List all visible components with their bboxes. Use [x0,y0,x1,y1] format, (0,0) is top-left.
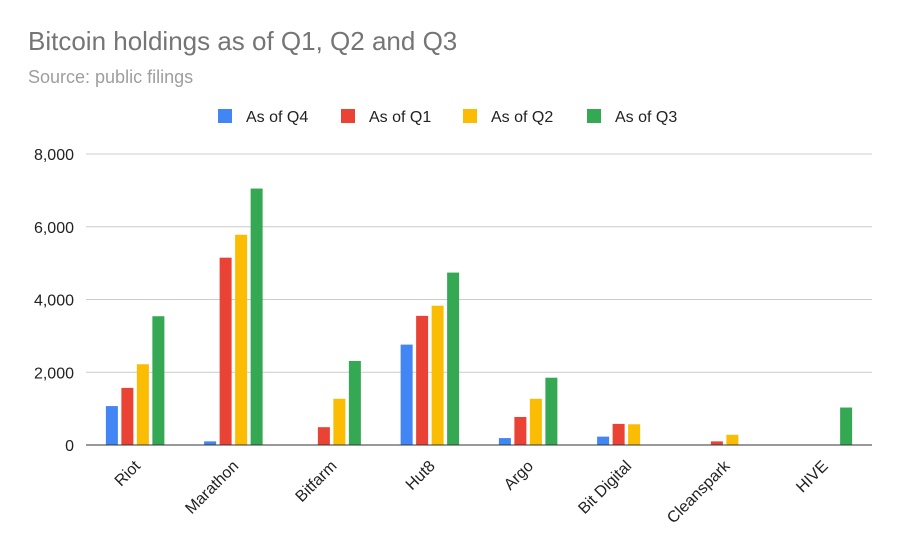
bar [514,416,527,445]
y-tick-label: 4,000 [34,293,74,310]
legend-label: As of Q1 [369,109,431,126]
bar [136,364,149,445]
bar [612,423,625,445]
x-tick-label: HIVE [793,458,831,496]
bar [710,441,723,445]
x-tick-label: Bitfarm [293,458,341,506]
bar [317,427,330,445]
bar [105,406,118,445]
gridlines [86,153,872,373]
bar [152,316,165,445]
y-tick-label: 6,000 [34,220,74,237]
bar [431,305,444,445]
bar [400,344,413,445]
legend-label: As of Q3 [615,109,677,126]
x-tick-label: Argo [501,458,537,494]
bar [597,436,610,445]
bar [447,272,460,445]
bar [235,234,248,445]
x-tick-label: Hut8 [403,458,439,494]
legend-swatch [218,109,232,123]
chart-subtitle: Source: public filings [28,67,194,87]
legend-label: As of Q4 [246,109,308,126]
bar [628,424,641,445]
bar [121,387,134,445]
chart-title: Bitcoin holdings as of Q1, Q2 and Q3 [28,26,458,56]
x-tick-label: Riot [112,457,145,490]
legend-swatch [463,109,477,123]
legend-swatch [341,109,355,123]
bars [105,188,853,445]
y-axis-tick-labels: 0 2,000 4,000 6,000 8,000 [34,147,74,455]
legend-label: As of Q2 [491,109,553,126]
bar [348,360,361,445]
x-axis-tick-labels: Riot Marathon Bitfarm Hut8 Argo Bit Digital Cl… [112,457,832,527]
x-tick-label: Bit Digital [575,458,635,518]
y-tick-label: 2,000 [34,365,74,382]
bar [250,188,263,445]
bar [219,257,232,445]
bar [204,441,217,445]
bar [840,407,853,445]
legend-swatch [587,109,601,123]
bar [545,377,558,445]
bar [498,438,511,445]
legend: As of Q4 As of Q1 As of Q2 As of Q3 [218,109,677,126]
bar [416,315,429,445]
y-tick-label: 8,000 [34,147,74,164]
y-tick-label: 0 [65,438,74,455]
bar [726,434,739,445]
x-tick-label: Cleanspark [664,457,734,527]
x-tick-label: Marathon [182,458,242,518]
bar [333,398,346,445]
bar [529,398,542,445]
